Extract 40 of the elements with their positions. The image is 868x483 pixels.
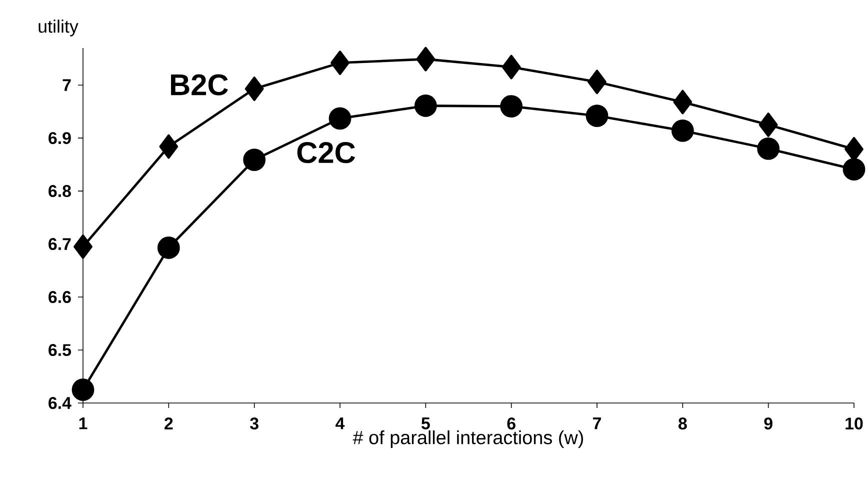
point bbox=[159, 134, 178, 159]
point bbox=[72, 378, 94, 401]
point bbox=[757, 137, 780, 160]
point bbox=[586, 104, 608, 128]
point bbox=[673, 90, 692, 114]
x-tick-label: 3 bbox=[250, 418, 258, 430]
x-tick-label: 7 bbox=[593, 418, 601, 430]
y-tick-label: 6.4 bbox=[48, 397, 72, 409]
point bbox=[157, 236, 180, 259]
point bbox=[414, 94, 437, 117]
x-tick-label: 6 bbox=[507, 418, 516, 430]
point bbox=[842, 158, 866, 181]
x-axis-title: # of parallel interactions (w) bbox=[352, 430, 584, 448]
series-label: B2C bbox=[171, 74, 228, 96]
point bbox=[500, 95, 523, 118]
point bbox=[243, 148, 266, 171]
point bbox=[588, 70, 606, 94]
point bbox=[330, 50, 350, 76]
x-tick-label: 9 bbox=[764, 418, 772, 430]
y-tick-label: 6.5 bbox=[48, 344, 72, 356]
series-label: C2C bbox=[297, 142, 356, 164]
x-tick-label: 2 bbox=[164, 418, 173, 430]
y-tick-label: 6.7 bbox=[48, 238, 71, 250]
point bbox=[74, 234, 92, 259]
point bbox=[502, 54, 521, 80]
y-tick-label: 6.9 bbox=[48, 132, 71, 144]
point bbox=[328, 107, 352, 130]
x-tick-label: 5 bbox=[421, 418, 430, 430]
y-tick-label: 7 bbox=[62, 79, 71, 91]
x-tick-label: 10 bbox=[846, 418, 863, 430]
x-tick-label: 8 bbox=[678, 418, 687, 430]
point bbox=[416, 46, 436, 72]
y-axis-title: utility bbox=[38, 20, 78, 36]
point bbox=[758, 112, 778, 138]
y-tick-label: 6.6 bbox=[48, 291, 71, 304]
point bbox=[671, 119, 694, 142]
point bbox=[244, 76, 264, 101]
y-tick-label: 6.8 bbox=[48, 185, 71, 198]
x-tick-label: 1 bbox=[79, 418, 88, 430]
x-tick-label: 4 bbox=[336, 418, 345, 430]
